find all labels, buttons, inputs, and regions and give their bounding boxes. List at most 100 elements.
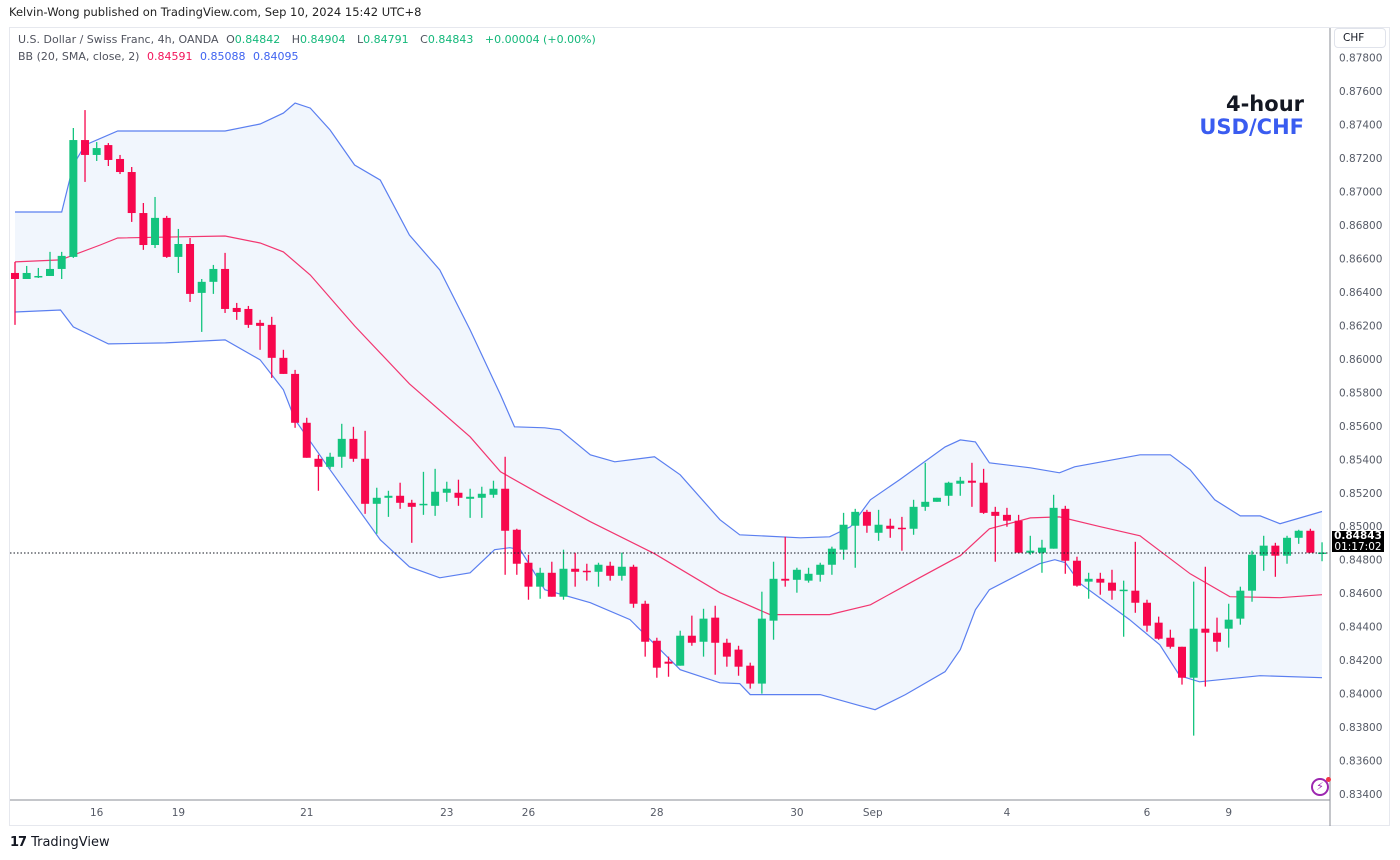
bb-label: BB (20, SMA, close, 2) [18, 50, 140, 63]
candle-body [792, 569, 801, 580]
candle-body [816, 564, 825, 575]
tradingview-logo[interactable]: 17 TradingView [10, 835, 110, 850]
candle-body [839, 524, 848, 550]
candle-body [1236, 590, 1245, 619]
candle-body [174, 244, 183, 257]
candle-up [1283, 535, 1292, 564]
candle-down [886, 518, 895, 538]
candle-body [489, 488, 498, 495]
candle-down [734, 645, 743, 676]
bb-basis-line [14, 235, 1323, 616]
candle-body [326, 456, 335, 467]
candle-body [781, 578, 790, 581]
candle-down [256, 319, 265, 350]
candle-body [466, 496, 475, 499]
candle-up [909, 499, 918, 535]
symbol-name: U.S. Dollar / Swiss Franc, 4h, OANDA [18, 33, 219, 46]
open-label: O [226, 33, 235, 46]
candle-down [127, 166, 136, 222]
symbol-legend[interactable]: U.S. Dollar / Swiss Franc, 4h, OANDA O0.… [18, 33, 600, 46]
candles [11, 110, 1327, 736]
candle-body [69, 140, 78, 257]
price-tick-label: 0.87200 [1339, 153, 1382, 165]
candle-body [722, 642, 731, 657]
branding-text: TradingView [31, 835, 110, 850]
price-tick-label: 0.87800 [1339, 53, 1382, 65]
candle-body [1271, 545, 1280, 556]
candle-up [151, 196, 160, 249]
price-tick-label: 0.87000 [1339, 186, 1382, 198]
change-value: +0.00004 (+0.00%) [484, 33, 596, 46]
lightning-icon[interactable]: ⚡ [1311, 777, 1331, 796]
price-tick-label: 0.87600 [1339, 86, 1382, 98]
candle-down [116, 154, 125, 175]
candle-body [127, 172, 136, 214]
time-tick-label: 28 [650, 807, 663, 819]
candle-down [1271, 542, 1280, 577]
price-tick-label: 0.84400 [1339, 622, 1382, 634]
candle-body [967, 480, 976, 483]
candle-body [1061, 508, 1070, 561]
candle-body [22, 272, 31, 279]
candle-down [582, 563, 591, 581]
candle-down [1096, 572, 1105, 595]
open-value: 0.84842 [234, 33, 281, 46]
candle-body [221, 268, 230, 309]
time-tick-label: 21 [300, 807, 313, 819]
candle-body [944, 482, 953, 496]
price-tick-label: 0.85200 [1339, 488, 1382, 500]
candle-down [1002, 507, 1011, 527]
candle-body [291, 373, 300, 423]
candle-body [932, 497, 941, 502]
candle-body [909, 506, 918, 529]
candle-body [641, 603, 650, 642]
candle-up [827, 546, 836, 575]
candle-down [711, 605, 720, 675]
candle-up [617, 552, 626, 581]
price-tick-label: 0.86400 [1339, 287, 1382, 299]
price-tick-label: 0.85600 [1339, 421, 1382, 433]
candle-down [349, 426, 358, 462]
candle-body [512, 529, 521, 564]
candle-body [209, 268, 218, 282]
candle-down [139, 202, 148, 250]
publisher-line: Kelvin-Wong published on TradingView.com… [9, 5, 422, 19]
candle-down [396, 482, 405, 509]
candle-body [337, 438, 346, 457]
time-tick-label: 26 [522, 807, 536, 819]
candle-up [792, 567, 801, 593]
time-tick-label: 16 [90, 807, 104, 819]
candle-body [11, 272, 19, 279]
candle-body [384, 495, 393, 498]
price-axis[interactable]: 0.87800 0.87600 0.87400 0.87200 0.87000 0.868… [1339, 53, 1382, 802]
bb-legend[interactable]: BB (20, SMA, close, 2) 0.84591 0.85088 0… [18, 50, 302, 63]
price-tick-label: 0.86600 [1339, 253, 1382, 265]
time-tick-label: 19 [172, 807, 185, 819]
candle-body [1248, 554, 1257, 591]
candle-body [1072, 560, 1081, 586]
candle-up [384, 490, 393, 517]
candle-down [991, 506, 1000, 562]
candle-down [279, 349, 288, 374]
candle-up [326, 452, 335, 469]
candle-down [1306, 528, 1315, 553]
currency-button[interactable]: CHF [1334, 28, 1386, 48]
candle-body [1037, 547, 1046, 553]
high-label: H [291, 33, 301, 46]
candle-body [57, 255, 66, 269]
candle-up [209, 264, 218, 294]
candle-body [664, 661, 673, 664]
low-value: 0.84791 [363, 33, 409, 46]
candle-body [46, 268, 55, 276]
candle-down [862, 509, 871, 533]
candle-up [442, 481, 451, 502]
time-axis[interactable]: 16 19 21 23 26 28 30 Sep 4 6 9 [90, 807, 1232, 819]
candle-down [302, 417, 311, 458]
candle-up [839, 512, 848, 560]
candle-down [746, 662, 755, 689]
candle-up [944, 481, 953, 506]
candle-up [69, 127, 78, 258]
candle-up [874, 509, 883, 541]
candle-down [244, 305, 253, 328]
